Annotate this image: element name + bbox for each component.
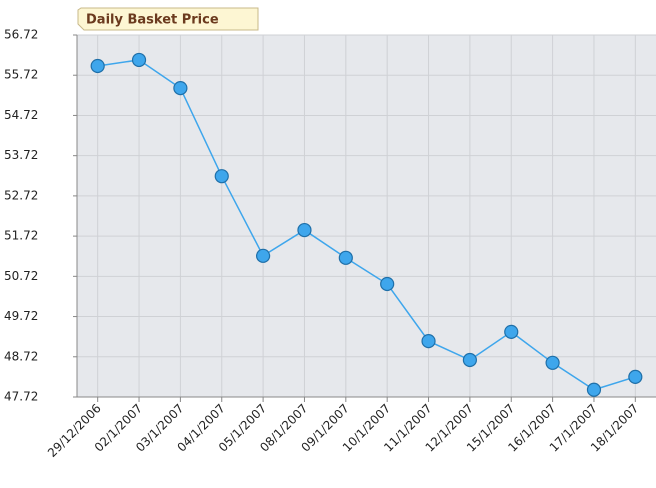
y-tick-label: 49.72	[4, 309, 38, 323]
y-tick-label: 52.72	[4, 188, 38, 202]
grid	[77, 34, 656, 398]
point	[90, 58, 105, 74]
title-tag	[77, 7, 259, 31]
point	[173, 80, 188, 96]
y-tick-label: 51.72	[4, 229, 38, 243]
line	[97, 59, 636, 391]
chart-title: Daily Basket Price	[86, 13, 219, 28]
y-tick-label: 54.72	[4, 108, 38, 122]
point	[256, 248, 271, 263]
point	[504, 324, 519, 339]
point	[131, 52, 147, 68]
x-tick-label: 29/12/2006	[45, 401, 104, 460]
y-tick-label: 47.72	[4, 390, 38, 404]
point	[421, 333, 436, 349]
point	[545, 355, 560, 370]
point	[338, 250, 353, 265]
plot-area	[77, 35, 656, 397]
point	[628, 369, 643, 384]
y-tick-label: 50.72	[4, 269, 38, 283]
y-tick-label: 56.72	[4, 28, 38, 42]
point	[462, 352, 477, 368]
point	[297, 222, 312, 238]
y-tick-label: 55.72	[4, 68, 38, 82]
point	[586, 382, 602, 397]
y-tick-label: 48.72	[4, 349, 38, 363]
y-tick-label: 53.72	[4, 148, 38, 162]
point	[214, 169, 229, 184]
point	[380, 276, 395, 292]
